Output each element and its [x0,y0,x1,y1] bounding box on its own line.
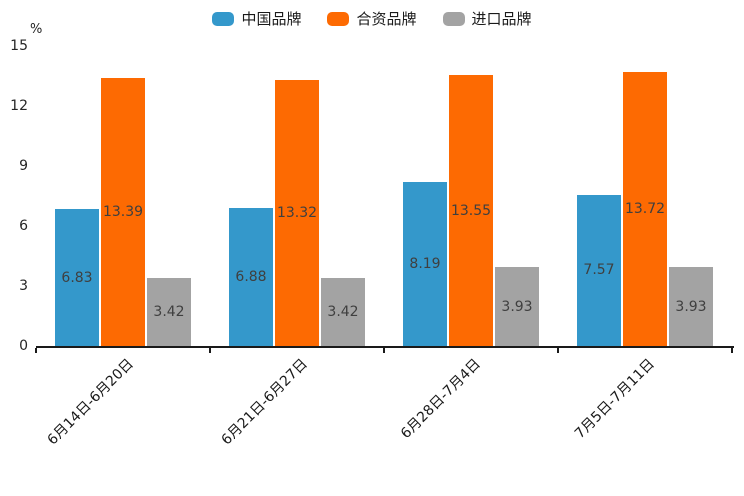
x-axis-line [36,346,734,348]
legend-item-import-brand[interactable]: 进口品牌 [442,9,532,28]
bar-value-label: 13.55 [450,202,492,219]
legend-label-joint-venture-brand: 合资品牌 [356,9,417,28]
bar-value-label: 13.32 [276,204,318,221]
x-category-label: 7月5日-7月11日 [572,356,659,442]
x-tick-mark [731,348,733,353]
x-tick-mark [557,348,559,353]
chart-legend: 中国品牌 合资品牌 进口品牌 [0,6,744,32]
x-tick-mark [383,348,385,353]
y-tick-label: 9 [19,158,28,174]
bar-s2-g2 [495,267,539,346]
legend-item-joint-venture-brand[interactable]: 合资品牌 [327,9,417,28]
y-axis-title: % [30,22,43,37]
legend-swatch-import-brand [442,12,465,26]
x-category-label: 6月21日-6月27日 [218,356,311,449]
legend-label-import-brand: 进口品牌 [471,9,532,28]
bar-s0-g3 [577,194,621,346]
bar-s1-g1 [275,79,319,346]
x-category-label: 6月14日-6月20日 [44,356,137,449]
y-tick-label: 12 [10,98,28,114]
x-tick-mark [209,348,211,353]
bar-s2-g0 [147,277,191,346]
bar-value-label: 7.57 [583,262,615,279]
bar-value-label: 13.72 [624,200,666,217]
y-tick-label: 3 [19,278,28,294]
x-tick-mark [35,348,37,353]
bar-s1-g0 [101,78,145,346]
legend-swatch-china-brand [212,12,235,26]
bar-s2-g3 [669,267,713,346]
bar-value-label: 3.42 [327,303,359,320]
y-tick-label: 0 [19,338,28,354]
bar-s0-g1 [229,208,273,346]
y-tick-label: 6 [19,218,28,234]
y-tick-label: 15 [10,38,28,54]
bar-s1-g2 [449,75,493,346]
bar-s0-g0 [55,209,99,346]
bar-value-label: 3.93 [501,298,533,315]
bar-value-label: 3.42 [153,303,185,320]
bar-value-label: 3.93 [675,298,707,315]
bar-s0-g2 [403,182,447,346]
legend-swatch-joint-venture-brand [327,12,350,26]
bar-s1-g3 [623,71,667,346]
legend-label-china-brand: 中国品牌 [241,9,302,28]
bar-value-label: 13.39 [102,204,144,221]
bar-value-label: 6.83 [61,269,93,286]
bar-s2-g1 [321,277,365,346]
bar-value-label: 6.88 [235,269,267,286]
legend-item-china-brand[interactable]: 中国品牌 [212,9,302,28]
bar-value-label: 8.19 [409,256,441,273]
x-category-label: 6月28日-7月4日 [398,356,485,442]
